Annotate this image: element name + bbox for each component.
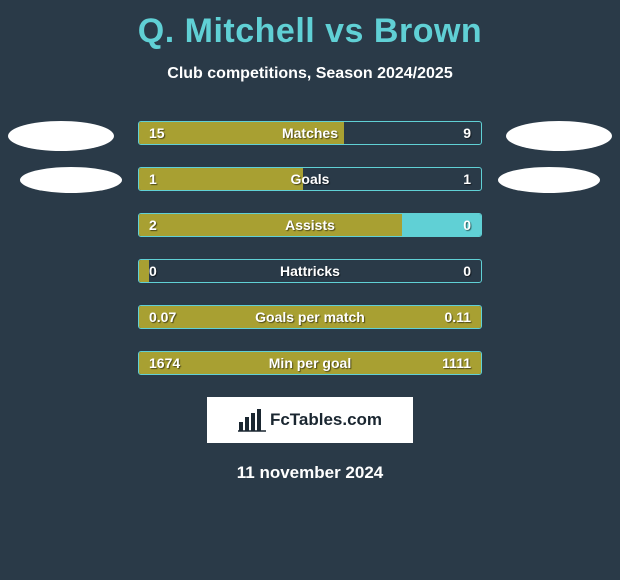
stat-bar: 2 Assists 0 <box>138 213 482 237</box>
stat-value-right: 0 <box>463 217 471 233</box>
bars-container: 15 Matches 9 1 Goals 1 2 Assists 0 0 Hat… <box>138 121 482 397</box>
player-badge-right-2 <box>498 167 600 193</box>
stat-value-right: 1111 <box>442 355 471 371</box>
stat-value-right: 0 <box>463 263 471 279</box>
bar-fill-left <box>139 122 344 144</box>
chart-icon <box>238 408 266 432</box>
date-text: 11 november 2024 <box>0 463 620 483</box>
bar-fill-left <box>139 214 402 236</box>
stat-value-right: 9 <box>463 125 471 141</box>
stat-value-left: 0 <box>149 263 157 279</box>
stat-value-right: 0.11 <box>445 309 471 325</box>
bar-fill-left <box>139 168 303 190</box>
stat-value-left: 2 <box>149 217 157 233</box>
stat-value-left: 15 <box>149 125 165 141</box>
player-badge-right-1 <box>506 121 612 151</box>
stat-value-left: 0.07 <box>149 309 176 325</box>
bar-fill-left <box>139 352 481 374</box>
page-title: Q. Mitchell vs Brown <box>0 0 620 51</box>
stat-value-left: 1 <box>149 171 157 187</box>
site-logo: FcTables.com <box>207 397 413 443</box>
bar-fill-left <box>139 306 481 328</box>
player-badge-left-1 <box>8 121 114 151</box>
player-badge-left-2 <box>20 167 122 193</box>
subtitle: Club competitions, Season 2024/2025 <box>0 65 620 83</box>
stat-bar: 1674 Min per goal 1111 <box>138 351 482 375</box>
logo-text: FcTables.com <box>270 410 382 430</box>
stat-bar: 0.07 Goals per match 0.11 <box>138 305 482 329</box>
comparison-chart: 15 Matches 9 1 Goals 1 2 Assists 0 0 Hat… <box>0 121 620 383</box>
stat-value-right: 1 <box>463 171 471 187</box>
stat-value-left: 1674 <box>149 355 180 371</box>
stat-bar: 1 Goals 1 <box>138 167 482 191</box>
stat-bar: 0 Hattricks 0 <box>138 259 482 283</box>
stat-bar: 15 Matches 9 <box>138 121 482 145</box>
stat-label: Hattricks <box>139 263 481 279</box>
bar-fill-left <box>139 260 149 282</box>
